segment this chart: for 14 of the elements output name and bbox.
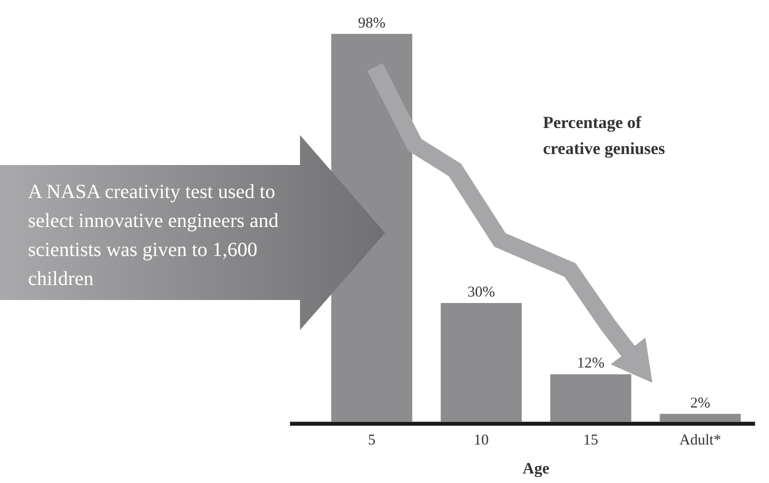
annotation: Percentage of creative geniuses [543,112,666,160]
bar [660,414,741,422]
data-label: 2% [690,395,710,412]
x-tick-label: Adult* [679,432,722,449]
bar [440,303,522,422]
x-axis-title: Age [522,460,550,478]
x-tick-label: 5 [368,432,376,449]
data-label: 98% [358,15,386,32]
x-tick-label: 10 [474,432,489,449]
bar [550,374,632,422]
x-tick-label: 15 [583,432,598,449]
data-label: 12% [577,356,604,372]
data-label: 30% [468,284,495,300]
text: A NASA creativity test used to select innovative engineers and scientists was given to 1,600 children [28,180,280,292]
